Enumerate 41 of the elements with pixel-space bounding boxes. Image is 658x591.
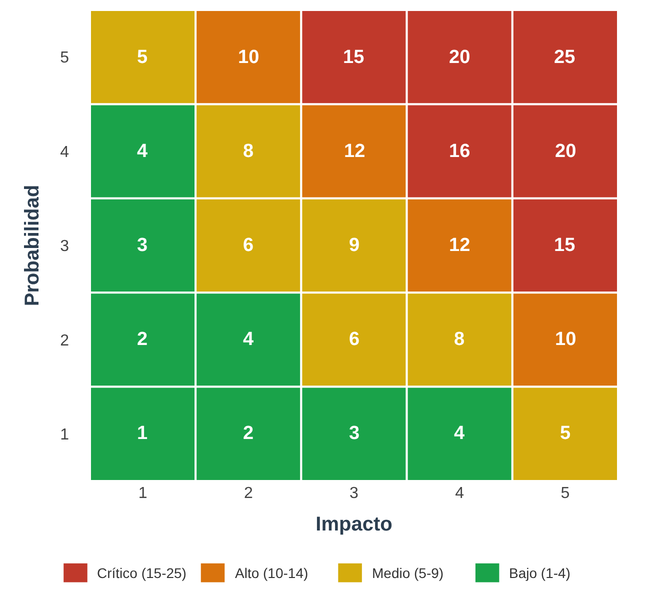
data-label: 8 bbox=[243, 141, 254, 162]
x-axis-title: Impacto bbox=[316, 514, 392, 536]
data-label: 15 bbox=[554, 235, 576, 256]
data-label: 6 bbox=[349, 329, 360, 350]
data-label: 25 bbox=[554, 47, 576, 68]
x-tick-label: 2 bbox=[244, 485, 253, 502]
data-label: 16 bbox=[449, 141, 470, 162]
y-tick-label: 2 bbox=[60, 332, 70, 350]
data-label: 10 bbox=[555, 329, 576, 350]
x-tick-label: 5 bbox=[560, 485, 570, 502]
data-label: 8 bbox=[454, 329, 465, 350]
data-label: 3 bbox=[137, 235, 148, 256]
y-tick-label: 5 bbox=[60, 50, 70, 67]
x-tick-label: 4 bbox=[455, 485, 464, 502]
y-tick-label: 3 bbox=[60, 238, 70, 256]
data-label: 10 bbox=[238, 47, 260, 68]
data-label: 5 bbox=[137, 47, 148, 68]
data-label: 4 bbox=[243, 329, 254, 350]
text: Crítico (15-25) bbox=[97, 565, 186, 581]
text: Medio (5-9) bbox=[372, 565, 444, 581]
data-label: 2 bbox=[137, 329, 148, 350]
y-axis-title: Probabilidad bbox=[22, 184, 44, 306]
data-label: 12 bbox=[449, 235, 470, 256]
data-label: 5 bbox=[560, 423, 571, 444]
data-label: 2 bbox=[243, 423, 254, 444]
data-label: 6 bbox=[243, 235, 254, 256]
data-label: 20 bbox=[555, 141, 576, 162]
y-tick-label: 4 bbox=[60, 144, 70, 161]
data-label: 3 bbox=[349, 423, 360, 444]
text: Bajo (1-4) bbox=[509, 565, 570, 581]
data-label: 20 bbox=[449, 47, 470, 68]
text: Alto (10-14) bbox=[235, 565, 308, 581]
x-tick-label: 3 bbox=[350, 485, 359, 502]
x-tick-label: 1 bbox=[138, 485, 148, 502]
data-label: 12 bbox=[344, 141, 366, 162]
data-label: 9 bbox=[349, 235, 360, 256]
y-tick-label: 1 bbox=[60, 426, 70, 444]
data-label: 15 bbox=[343, 47, 365, 68]
data-label: 4 bbox=[454, 423, 465, 444]
data-label: 4 bbox=[137, 141, 148, 162]
data-label: 1 bbox=[137, 423, 148, 444]
